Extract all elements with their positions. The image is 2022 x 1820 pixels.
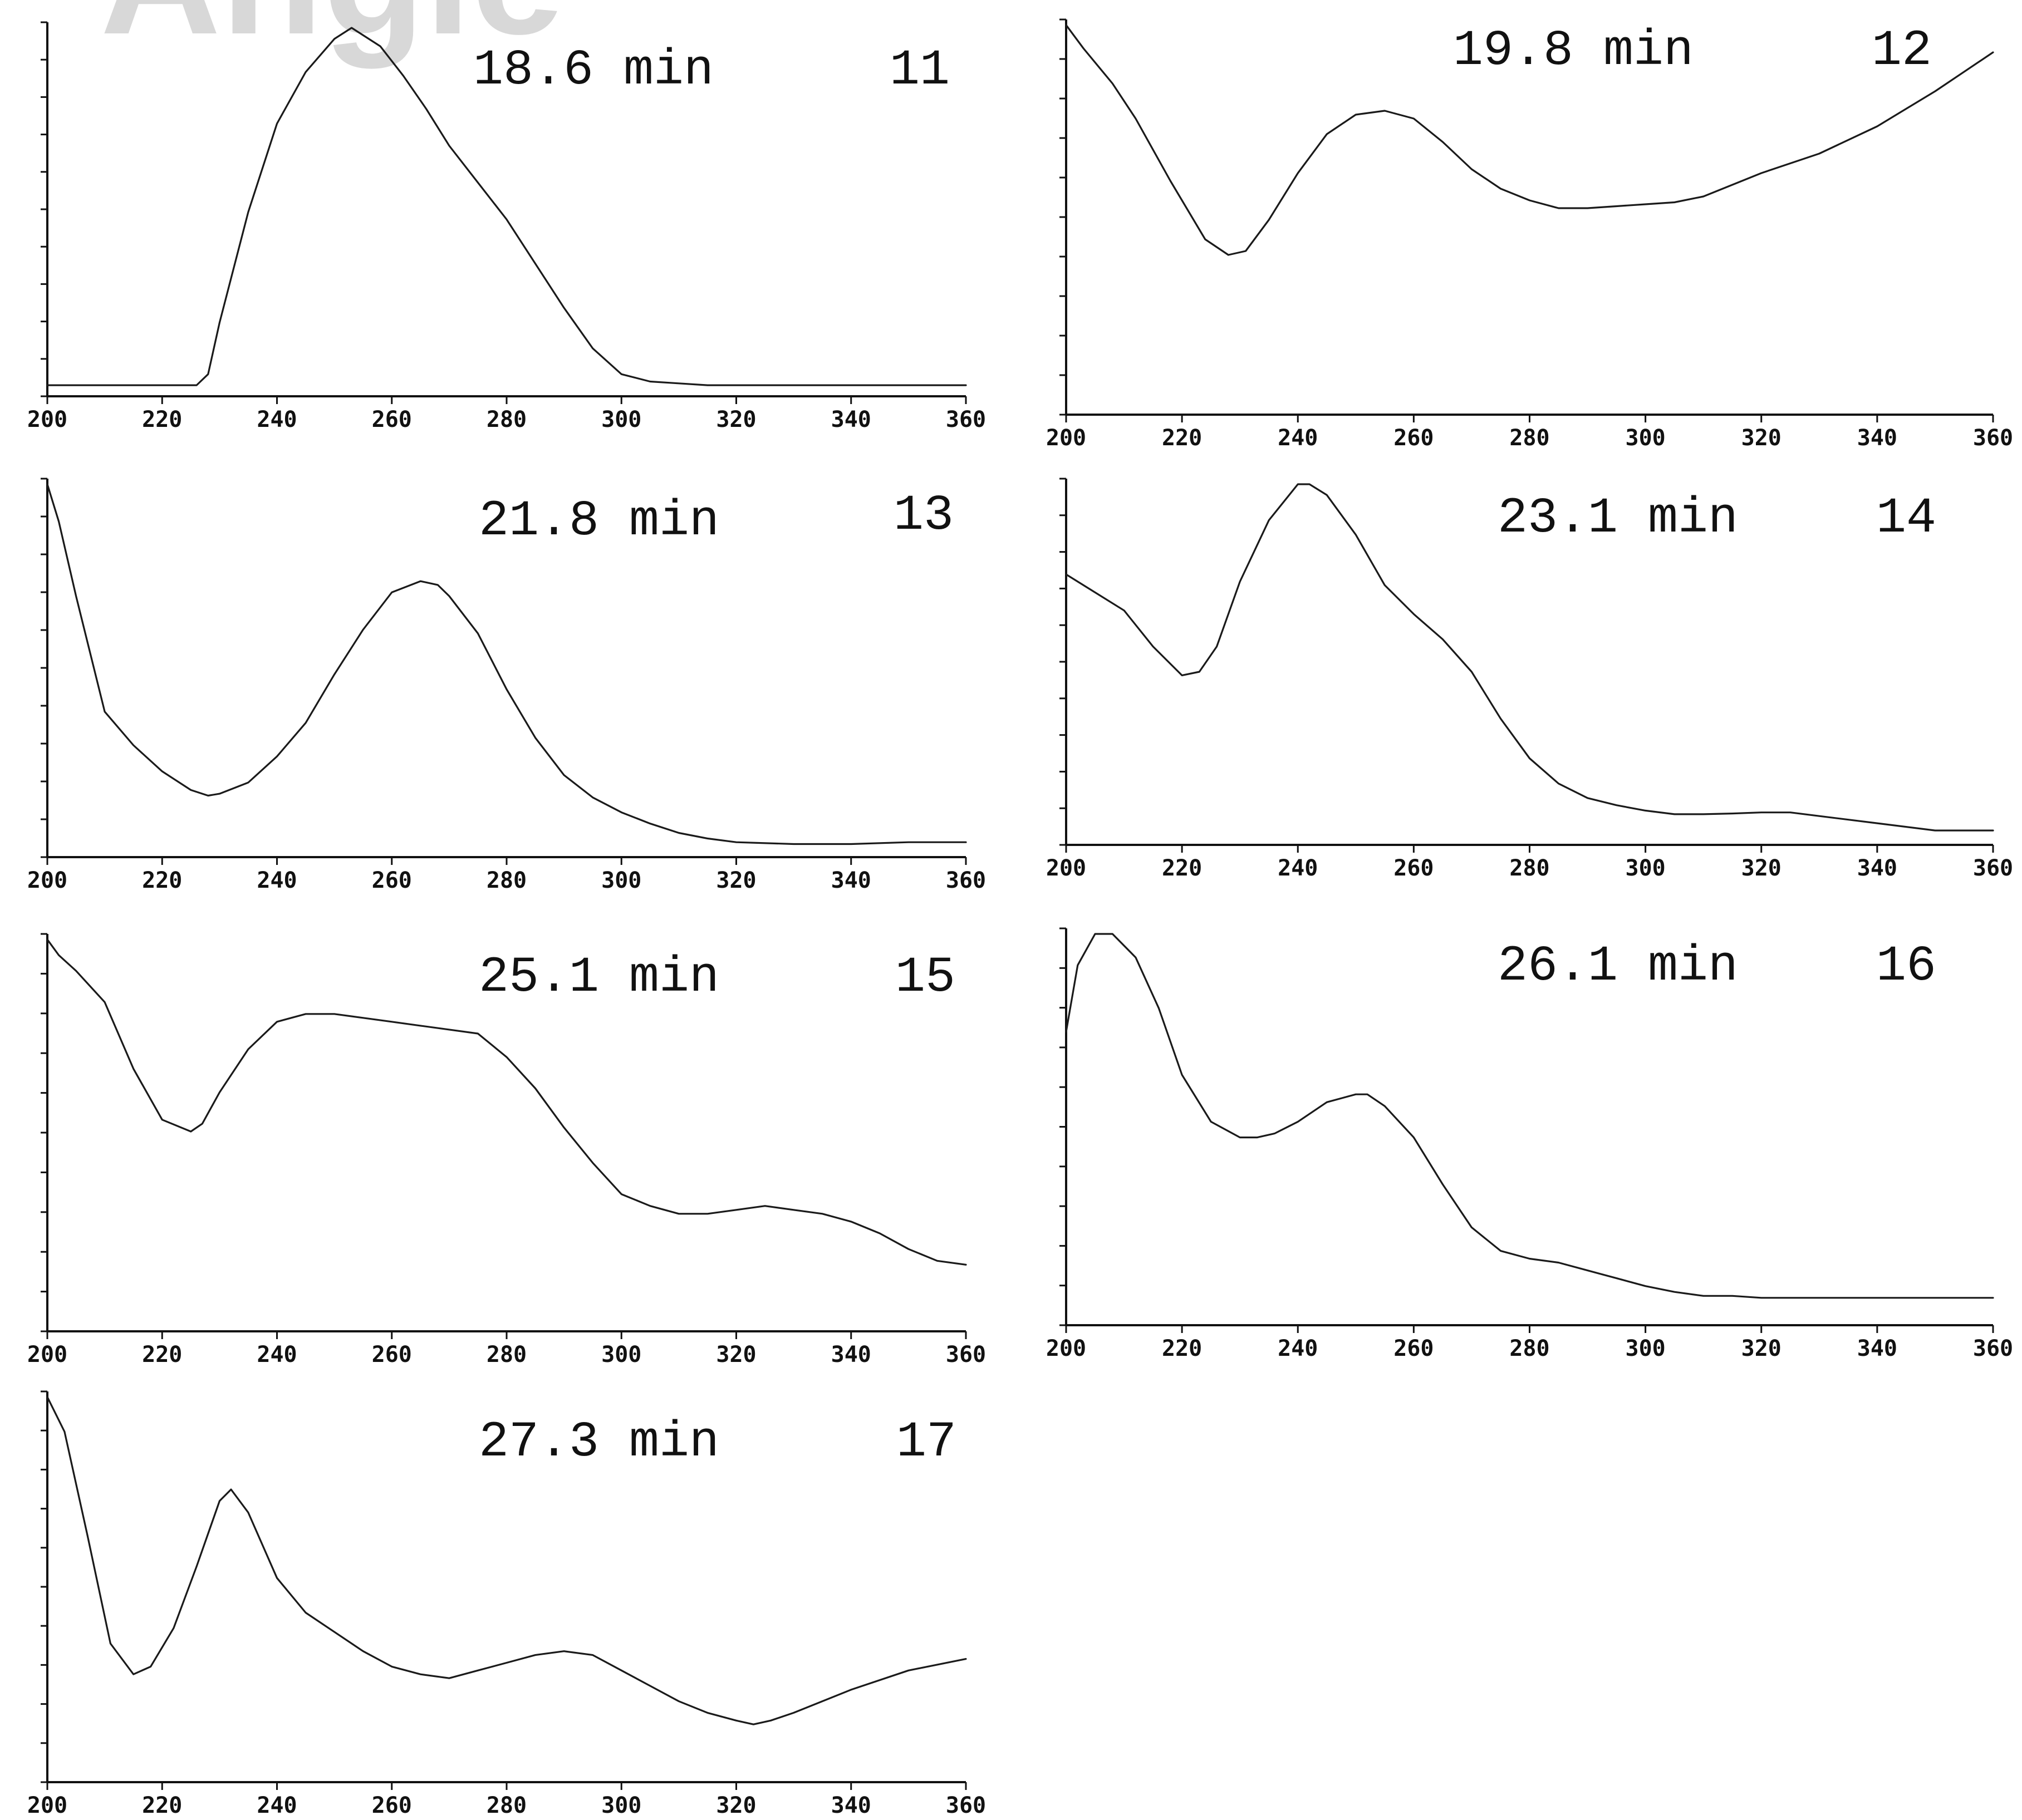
x-tick-label: 360 [946,407,986,432]
x-tick-label: 220 [1162,425,1202,451]
x-tick-label: 340 [1857,1336,1897,1361]
peak-id-label: 16 [1876,938,1936,995]
x-tick-label: 260 [1393,1336,1434,1361]
x-tick-label: 300 [1626,855,1666,881]
x-tick-label: 280 [487,1793,527,1818]
x-tick-label: 260 [372,1342,412,1368]
retention-time-label: 21.8 min [479,493,719,550]
peak-id-label: 12 [1872,23,1932,80]
x-tick-label: 260 [372,407,412,432]
peak-id-label: 11 [890,42,950,99]
peak-id-label: 15 [895,950,955,1006]
x-tick-label: 320 [1741,855,1781,881]
spectrum-panel-16: 200 220 240 260 280 300 320 340 360 26.1 min 16 [1046,927,2013,1361]
x-tick-label: 320 [716,407,756,432]
spectrum-panel-12: 200 220 240 260 280 300 320 340 360 19.8 min 12 [1046,18,2013,451]
retention-time-label: 27.3 min [479,1414,719,1471]
x-tick-label: 320 [1741,1336,1781,1361]
x-tick-label: 340 [831,1793,871,1818]
spectrum-line-14 [1065,483,1994,832]
x-tick-label: 240 [1278,1336,1318,1361]
peak-id-label: 14 [1876,490,1936,547]
x-tick-label: 220 [142,868,182,893]
x-tick-label: 300 [601,1793,641,1818]
spectrum-line-11 [46,27,967,386]
x-tick-label: 300 [601,868,641,893]
x-tick-label: 240 [1278,425,1318,451]
x-tick-label: 200 [27,868,67,893]
spectrum-panel-13: 200 220 240 260 280 300 320 340 360 21.8 min 13 [27,478,986,893]
x-tick-label: 300 [601,1342,641,1368]
x-tick-label: 220 [1162,1336,1202,1361]
x-tick-label: 220 [142,1793,182,1818]
x-tick-label: 220 [142,407,182,432]
spectrum-line-16 [1065,933,1994,1299]
spectrum-line-17 [46,1396,967,1725]
x-tick-label: 340 [831,407,871,432]
x-tick-label: 300 [601,407,641,432]
x-tick-label: 340 [1857,855,1897,881]
x-tick-label: 300 [1626,425,1666,451]
x-tick-label: 220 [142,1342,182,1368]
x-tick-label: 340 [831,868,871,893]
x-tick-label: 240 [257,407,297,432]
x-tick-label: 200 [1046,425,1086,451]
x-tick-label: 240 [257,1793,297,1818]
x-tick-label: 280 [1509,855,1549,881]
x-tick-label: 300 [1626,1336,1666,1361]
retention-time-label: 23.1 min [1498,490,1738,547]
x-tick-label: 320 [716,1793,756,1818]
x-tick-label: 320 [716,868,756,893]
x-tick-label: 200 [1046,1336,1086,1361]
x-tick-label: 280 [487,868,527,893]
spectrum-panel-14: 200 220 240 260 280 300 320 340 360 23.1 min 14 [1046,478,2013,881]
x-tick-label: 320 [1741,425,1781,451]
x-tick-label: 280 [1509,425,1549,451]
x-tick-label: 200 [27,1342,67,1368]
x-tick-label: 200 [27,407,67,432]
spectrum-panel-11: 200 220 240 260 280 300 320 340 360 18.6 min 11 [27,21,986,432]
retention-time-label: 19.8 min [1453,23,1694,80]
x-tick-label: 280 [487,1342,527,1368]
watermark: Angle [100,0,564,70]
x-tick-label: 260 [1393,425,1434,451]
spectrum-line-13 [46,483,967,845]
spectrum-panel-15: 200 220 240 260 280 300 320 340 360 25.1 min 15 [27,933,986,1368]
retention-time-label: 25.1 min [479,950,719,1006]
retention-time-label: 26.1 min [1498,938,1738,995]
x-tick-label: 260 [372,868,412,893]
x-tick-label: 260 [372,1793,412,1818]
x-tick-label: 280 [487,407,527,432]
x-tick-label: 360 [1973,425,2013,451]
x-tick-label: 280 [1509,1336,1549,1361]
x-tick-label: 260 [1393,855,1434,881]
peak-id-label: 13 [894,488,954,544]
x-tick-label: 320 [716,1342,756,1368]
x-tick-label: 200 [1046,855,1086,881]
spectrum-line-12 [1065,24,1994,256]
x-tick-label: 360 [946,1793,986,1818]
x-tick-label: 240 [1278,855,1318,881]
x-tick-label: 200 [27,1793,67,1818]
spectrum-line-15 [46,938,967,1266]
spectrum-panel-17: 200 220 240 260 280 300 320 340 360 27.3 min 17 [27,1390,986,1818]
x-tick-label: 240 [257,1342,297,1368]
x-tick-label: 240 [257,868,297,893]
x-tick-label: 360 [946,1342,986,1368]
x-tick-label: 220 [1162,855,1202,881]
peak-id-label: 17 [896,1414,956,1471]
x-tick-label: 360 [1973,1336,2013,1361]
x-tick-label: 360 [1973,855,2013,881]
x-tick-label: 340 [831,1342,871,1368]
x-tick-label: 340 [1857,425,1897,451]
x-tick-label: 360 [946,868,986,893]
retention-time-label: 18.6 min [473,42,714,99]
